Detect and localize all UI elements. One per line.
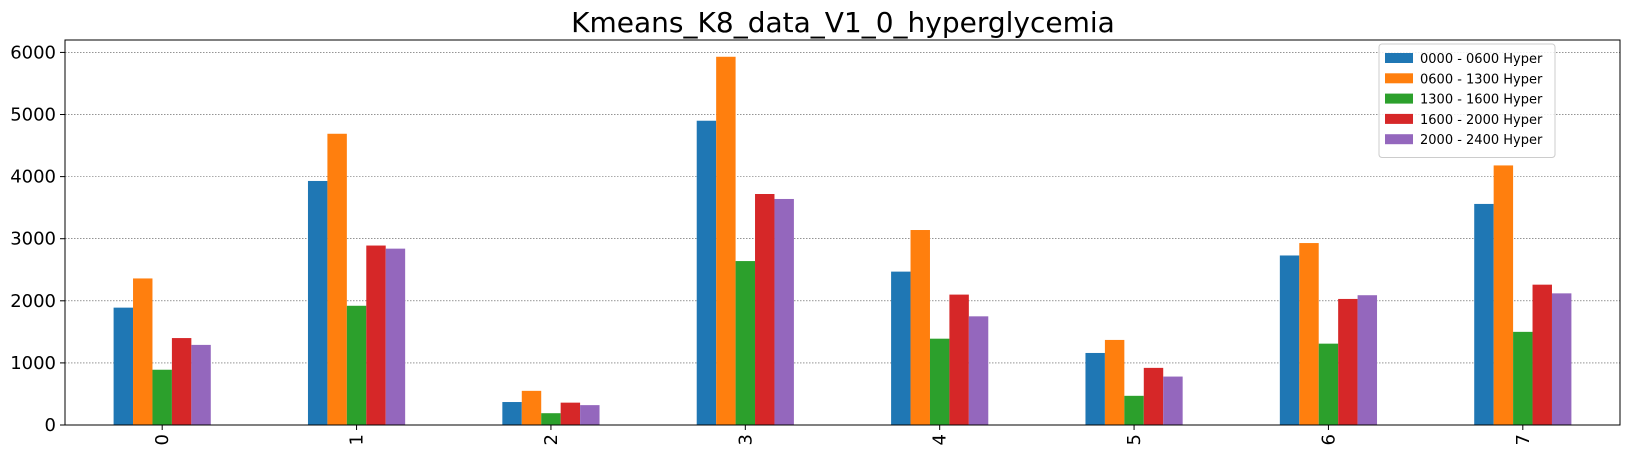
legend-swatch xyxy=(1385,93,1413,104)
bar xyxy=(1357,295,1378,425)
bar xyxy=(1299,243,1319,425)
bar xyxy=(560,402,581,425)
legend-swatch xyxy=(1385,113,1413,124)
y-tick-label: 0 xyxy=(45,415,56,436)
legend-label: 0600 - 1300 Hyper xyxy=(1420,72,1543,87)
bar xyxy=(385,248,406,425)
legend-label: 1300 - 1600 Hyper xyxy=(1420,93,1543,108)
bar xyxy=(1318,343,1339,425)
bar xyxy=(1163,376,1183,425)
bar xyxy=(152,369,172,425)
bar xyxy=(949,294,969,425)
bar xyxy=(1104,339,1125,425)
bar xyxy=(191,344,211,425)
y-tick-label: 2000 xyxy=(10,291,56,312)
x-tick-label: 2 xyxy=(541,434,562,445)
bar xyxy=(502,402,522,425)
bar xyxy=(113,307,134,425)
y-tick-label: 3000 xyxy=(10,229,56,250)
bar xyxy=(346,305,367,425)
bar xyxy=(891,271,911,425)
bar xyxy=(327,133,347,426)
bar xyxy=(774,198,794,425)
bars xyxy=(113,56,1572,426)
x-tick-label: 5 xyxy=(1124,434,1145,445)
legend-swatch xyxy=(1385,73,1413,84)
y-tick-label: 5000 xyxy=(10,105,56,126)
legend-swatch xyxy=(1385,53,1413,63)
bar xyxy=(716,56,736,426)
bar xyxy=(1551,293,1572,425)
x-tick-label: 6 xyxy=(1318,434,1339,445)
bar xyxy=(1085,352,1105,425)
bar xyxy=(696,120,717,426)
bar xyxy=(1493,165,1514,425)
bar xyxy=(171,338,192,425)
bar xyxy=(1532,284,1552,425)
legend-label: 1600 - 2000 Hyper xyxy=(1420,113,1543,128)
bar xyxy=(755,194,775,425)
bar xyxy=(735,261,756,425)
x-axis: 0 1 2 3 4 5 6 7 xyxy=(152,425,1534,445)
y-tick-label: 6000 xyxy=(10,42,56,63)
bar xyxy=(1279,255,1300,425)
bar xyxy=(1124,395,1144,425)
legend-label: 0000 - 0600 Hyper xyxy=(1420,52,1543,67)
x-tick-label: 1 xyxy=(347,434,368,445)
x-tick-label: 7 xyxy=(1513,434,1534,445)
bar xyxy=(133,278,153,425)
plot-frame xyxy=(64,39,1621,426)
bar xyxy=(1338,298,1358,425)
bar xyxy=(521,390,542,425)
legend-label: 2000 - 2400 Hyper xyxy=(1420,133,1543,148)
legend-swatch xyxy=(1385,134,1413,145)
bar xyxy=(307,180,328,425)
x-tick-label: 4 xyxy=(930,434,951,445)
x-tick-label: 0 xyxy=(152,434,173,445)
y-tick-label: 1000 xyxy=(10,353,56,374)
bar xyxy=(541,413,561,425)
bar xyxy=(366,245,386,425)
bar xyxy=(968,316,989,425)
y-axis: 0 1000 2000 3000 4000 5000 6000 xyxy=(10,42,65,436)
y-tick-label: 4000 xyxy=(10,167,56,188)
legend-box xyxy=(1378,43,1556,158)
bar xyxy=(580,405,600,425)
bar xyxy=(1513,331,1533,425)
legend: 0000 - 0600 Hyper 0600 - 1300 Hyper 1300 -… xyxy=(1378,43,1556,158)
x-tick-label: 3 xyxy=(735,434,756,445)
bar xyxy=(910,230,930,425)
bar xyxy=(1143,367,1164,425)
bar xyxy=(1474,203,1494,425)
bar xyxy=(929,338,950,425)
chart-title: Kmeans_K8_data_V1_0_hyperglycemia xyxy=(571,6,1115,39)
